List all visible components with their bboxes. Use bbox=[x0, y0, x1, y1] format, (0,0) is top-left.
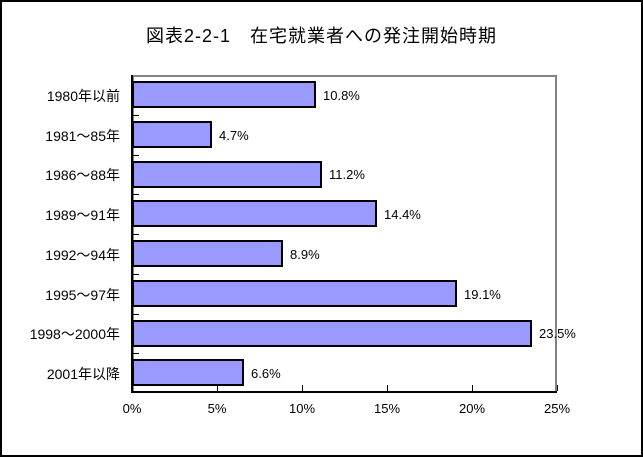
value-label: 8.9% bbox=[290, 247, 320, 262]
category-label: 1986〜88年 bbox=[45, 167, 120, 183]
x-axis-tick-label: 20% bbox=[458, 401, 486, 416]
y-axis-tick bbox=[133, 353, 139, 354]
x-axis-tick-label: 15% bbox=[373, 401, 401, 416]
bar bbox=[132, 81, 316, 108]
x-axis-tick bbox=[472, 385, 473, 391]
y-axis-line bbox=[131, 75, 133, 393]
x-axis-tick bbox=[387, 385, 388, 391]
category-label: 1998〜2000年 bbox=[29, 326, 120, 342]
category-label: 1989〜91年 bbox=[45, 207, 120, 223]
x-axis-tick bbox=[302, 385, 303, 391]
category-label: 1980年以前 bbox=[46, 88, 120, 104]
value-label: 11.2% bbox=[329, 167, 365, 182]
y-axis-tick bbox=[133, 155, 139, 156]
y-axis-tick bbox=[133, 234, 139, 235]
x-axis-tick-label: 0% bbox=[122, 401, 142, 416]
category-label: 1981〜85年 bbox=[45, 128, 120, 144]
bar bbox=[132, 320, 532, 347]
bar bbox=[132, 121, 212, 148]
x-axis-tick-label: 25% bbox=[543, 401, 571, 416]
x-axis-tick bbox=[217, 385, 218, 391]
value-label: 14.4% bbox=[384, 207, 421, 222]
y-axis-tick bbox=[133, 194, 139, 195]
y-axis-tick bbox=[133, 115, 139, 116]
value-label: 10.8% bbox=[323, 88, 360, 103]
value-label: 6.6% bbox=[251, 366, 281, 381]
x-axis-tick-label: 5% bbox=[207, 401, 227, 416]
x-axis-tick-label: 10% bbox=[288, 401, 316, 416]
value-label: 23.5% bbox=[539, 326, 576, 341]
value-label: 4.7% bbox=[219, 128, 249, 143]
x-axis-tick bbox=[557, 385, 558, 391]
bar bbox=[132, 200, 377, 227]
category-label: 2001年以降 bbox=[46, 366, 120, 382]
bar bbox=[132, 280, 457, 307]
chart-title: 図表2-2-1 在宅就業者への発注開始時期 bbox=[145, 26, 498, 46]
y-axis-tick bbox=[133, 274, 139, 275]
bar bbox=[132, 240, 283, 267]
category-label: 1995〜97年 bbox=[45, 287, 120, 303]
value-label: 19.1% bbox=[464, 287, 501, 302]
x-axis-tick bbox=[132, 385, 133, 391]
y-axis-tick bbox=[133, 314, 139, 315]
bar bbox=[132, 359, 244, 386]
x-axis-line bbox=[131, 391, 557, 393]
bar bbox=[132, 161, 322, 188]
category-label: 1992〜94年 bbox=[45, 247, 120, 263]
